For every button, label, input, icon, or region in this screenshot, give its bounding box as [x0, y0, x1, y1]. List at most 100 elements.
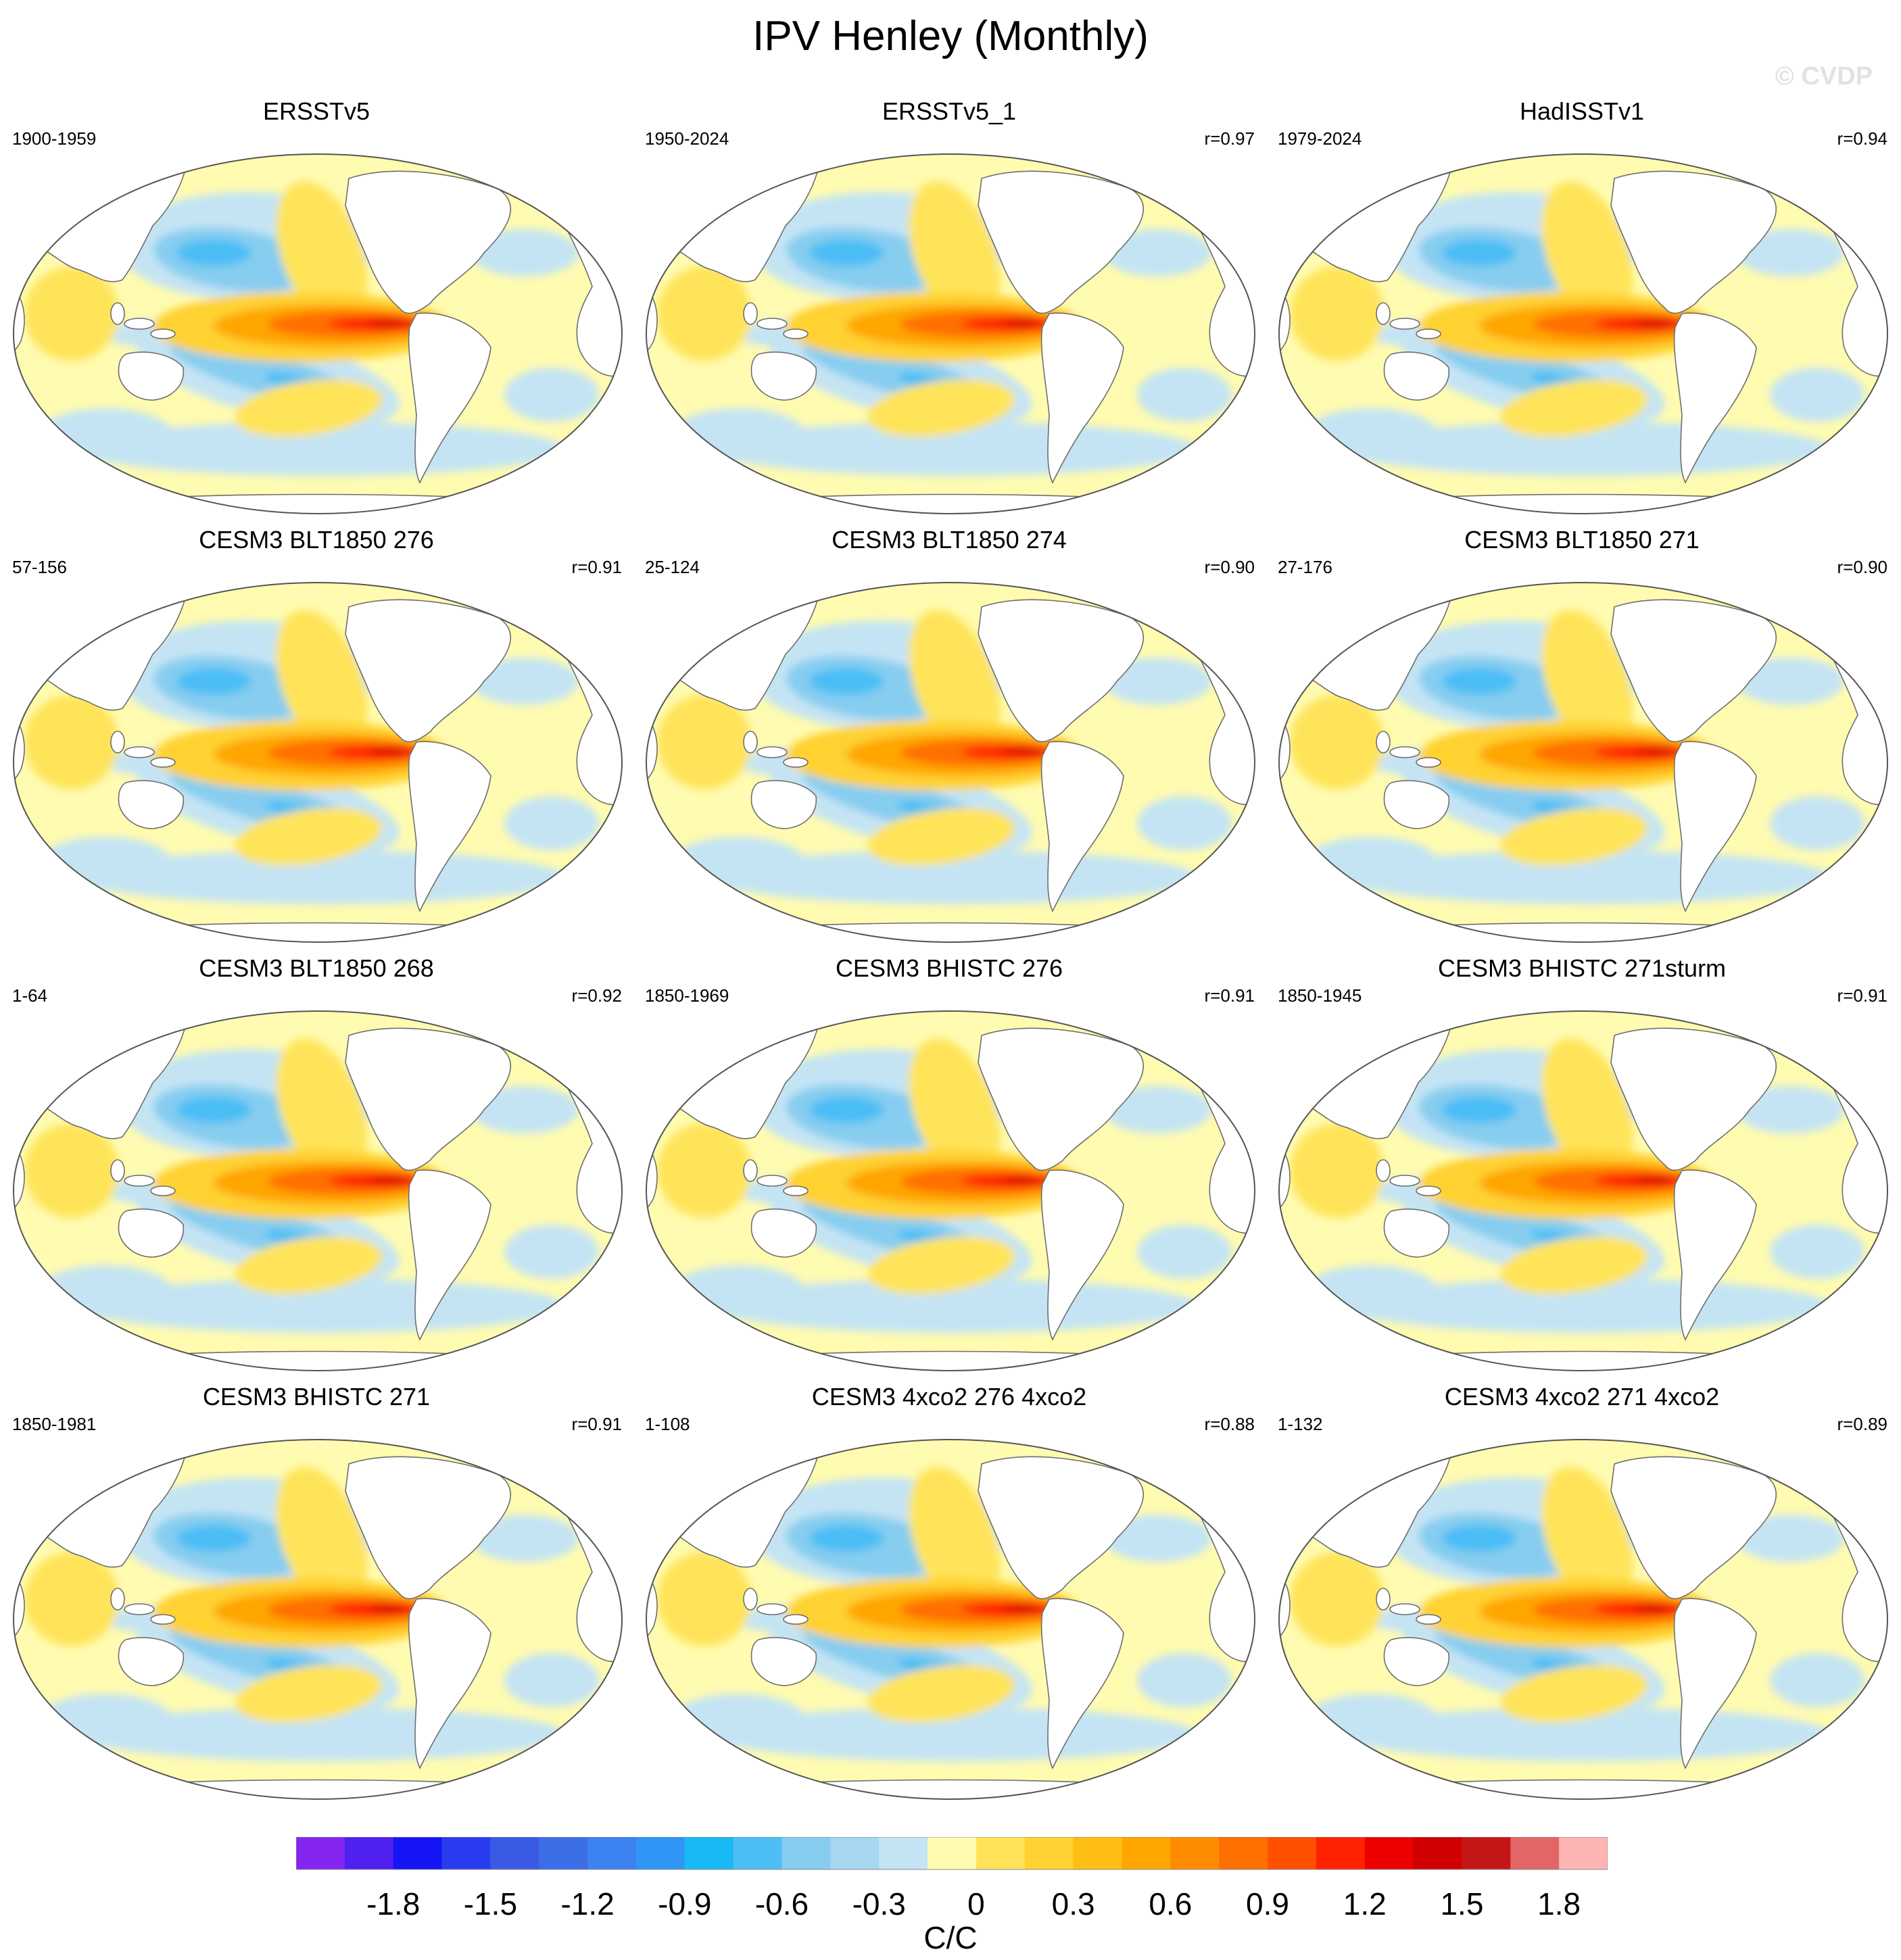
map-panel: CESM3 BHISTC 271 1850-1981 r=0.91: [0, 1383, 633, 1815]
colorbar-box: [1122, 1837, 1171, 1869]
map-panel: ERSSTv5 1900-1959: [0, 97, 633, 530]
panel-correlation: r=0.88: [1204, 1414, 1255, 1434]
colorbar-tick-label: -1.5: [463, 1886, 518, 1921]
map-panel: CESM3 4xco2 271 4xco2 1-132 r=0.89: [1266, 1383, 1898, 1815]
panel-correlation: r=0.97: [1204, 128, 1255, 149]
colorbar-box: [1316, 1837, 1366, 1869]
panel-period: 1-132: [1278, 1414, 1323, 1434]
panel-period: 1850-1981: [12, 1414, 97, 1434]
colorbar-box: [1170, 1837, 1220, 1869]
colorbar-box: [976, 1837, 1026, 1869]
colorbar-tick-label: -0.6: [754, 1886, 809, 1921]
colorbar-tick-label: 0.3: [1051, 1886, 1095, 1921]
panel-correlation: r=0.92: [571, 985, 622, 1006]
colorbar-box: [539, 1837, 588, 1869]
map-panel: ERSSTv5_1 1950-2024 r=0.97: [633, 97, 1266, 530]
panel-title: HadISSTv1: [1519, 97, 1645, 125]
colorbar-tick-label: 0.9: [1246, 1886, 1289, 1921]
map: [646, 1439, 1255, 1800]
colorbar-box: [296, 1837, 345, 1869]
panel-title: CESM3 BHISTC 271: [202, 1383, 431, 1411]
colorbar-box: [490, 1837, 539, 1869]
map: [646, 1010, 1255, 1371]
panel-period: 1-108: [645, 1414, 690, 1434]
panel-title: CESM3 BLT1850 268: [199, 954, 434, 982]
panel-period: 1979-2024: [1278, 128, 1362, 149]
colorbar-tick-label: 1.2: [1343, 1886, 1387, 1921]
colorbar-box: [928, 1837, 977, 1869]
panel-period: 1900-1959: [12, 128, 97, 149]
panel-correlation: r=0.90: [1837, 557, 1887, 577]
colorbar-box: [1268, 1837, 1317, 1869]
map: [1278, 582, 1888, 943]
map-panel: CESM3 4xco2 276 4xco2 1-108 r=0.88: [633, 1383, 1266, 1815]
map: [1278, 1010, 1888, 1371]
panel-correlation: r=0.89: [1837, 1414, 1887, 1434]
colorbar-box: [1413, 1837, 1462, 1869]
colorbar-box: [441, 1837, 491, 1869]
colorbar-box: [879, 1837, 928, 1869]
colorbar-box: [1510, 1837, 1560, 1869]
map-panel: CESM3 BLT1850 271 27-176 r=0.90: [1266, 526, 1898, 958]
panel-correlation: r=0.91: [1204, 985, 1255, 1006]
colorbar: [296, 1837, 1608, 1870]
panel-period: 57-156: [12, 557, 67, 577]
panel-period: 1950-2024: [645, 128, 729, 149]
colorbar-box: [344, 1837, 394, 1869]
colorbar-box: [1073, 1837, 1122, 1869]
panel-title: CESM3 BLT1850 274: [832, 526, 1067, 554]
colorbar-box: [684, 1837, 734, 1869]
colorbar-box: [1462, 1837, 1511, 1869]
panel-correlation: r=0.91: [571, 557, 622, 577]
colorbar-box: [393, 1837, 443, 1869]
panel-title: CESM3 BLT1850 271: [1464, 526, 1700, 554]
map: [1278, 1439, 1888, 1800]
panel-period: 27-176: [1278, 557, 1332, 577]
colorbar-tick-label: 0: [967, 1886, 985, 1921]
panel-title: CESM3 4xco2 271 4xco2: [1444, 1383, 1720, 1411]
map-panel: HadISSTv1 1979-2024 r=0.94: [1266, 97, 1898, 530]
colorbar-box: [635, 1837, 685, 1869]
colorbar-tick-label: -1.2: [560, 1886, 615, 1921]
colorbar-tick-label: -1.8: [366, 1886, 420, 1921]
map: [1278, 153, 1888, 514]
map-panel: CESM3 BHISTC 271sturm 1850-1945 r=0.91: [1266, 954, 1898, 1387]
colorbar-tick-label: 1.5: [1440, 1886, 1484, 1921]
panel-correlation: r=0.91: [1837, 985, 1887, 1006]
map: [646, 582, 1255, 943]
colorbar-box: [587, 1837, 637, 1869]
panel-period: 1850-1969: [645, 985, 729, 1006]
panel-title: ERSSTv5: [262, 97, 370, 125]
figure-title: IPV Henley (Monthly): [752, 13, 1149, 59]
panel-correlation: r=0.94: [1837, 128, 1887, 149]
map: [13, 582, 623, 943]
colorbar-box: [1024, 1837, 1074, 1869]
colorbar-box: [1219, 1837, 1268, 1869]
map-panel: CESM3 BHISTC 276 1850-1969 r=0.91: [633, 954, 1266, 1387]
colorbar-box: [1559, 1837, 1608, 1869]
colorbar-tick-label: 1.8: [1537, 1886, 1581, 1921]
map: [13, 153, 623, 514]
panel-title: CESM3 BLT1850 276: [199, 526, 434, 554]
map: [13, 1010, 623, 1371]
map-panel: CESM3 BLT1850 274 25-124 r=0.90: [633, 526, 1266, 958]
colorbar-tick-label: -0.9: [658, 1886, 712, 1921]
panel-correlation: r=0.90: [1204, 557, 1255, 577]
map-panel: CESM3 BLT1850 268 1-64 r=0.92: [0, 954, 633, 1387]
panel-period: 1-64: [12, 985, 48, 1006]
panel-title: CESM3 BHISTC 271sturm: [1437, 954, 1727, 982]
map: [646, 153, 1255, 514]
colorbar-tick-label: 0.6: [1149, 1886, 1193, 1921]
colorbar-tick-label: -0.3: [852, 1886, 906, 1921]
panel-correlation: r=0.91: [571, 1414, 622, 1434]
panel-period: 1850-1945: [1278, 985, 1362, 1006]
colorbar-box: [830, 1837, 880, 1869]
panel-title: CESM3 BHISTC 276: [835, 954, 1063, 982]
map: [13, 1439, 623, 1800]
watermark: © CVDP: [1775, 62, 1873, 91]
panel-title: ERSSTv5_1: [882, 97, 1017, 125]
colorbar-box: [781, 1837, 831, 1869]
map-panel: CESM3 BLT1850 276 57-156 r=0.91: [0, 526, 633, 958]
panel-period: 25-124: [645, 557, 700, 577]
panel-title: CESM3 4xco2 276 4xco2: [811, 1383, 1087, 1411]
